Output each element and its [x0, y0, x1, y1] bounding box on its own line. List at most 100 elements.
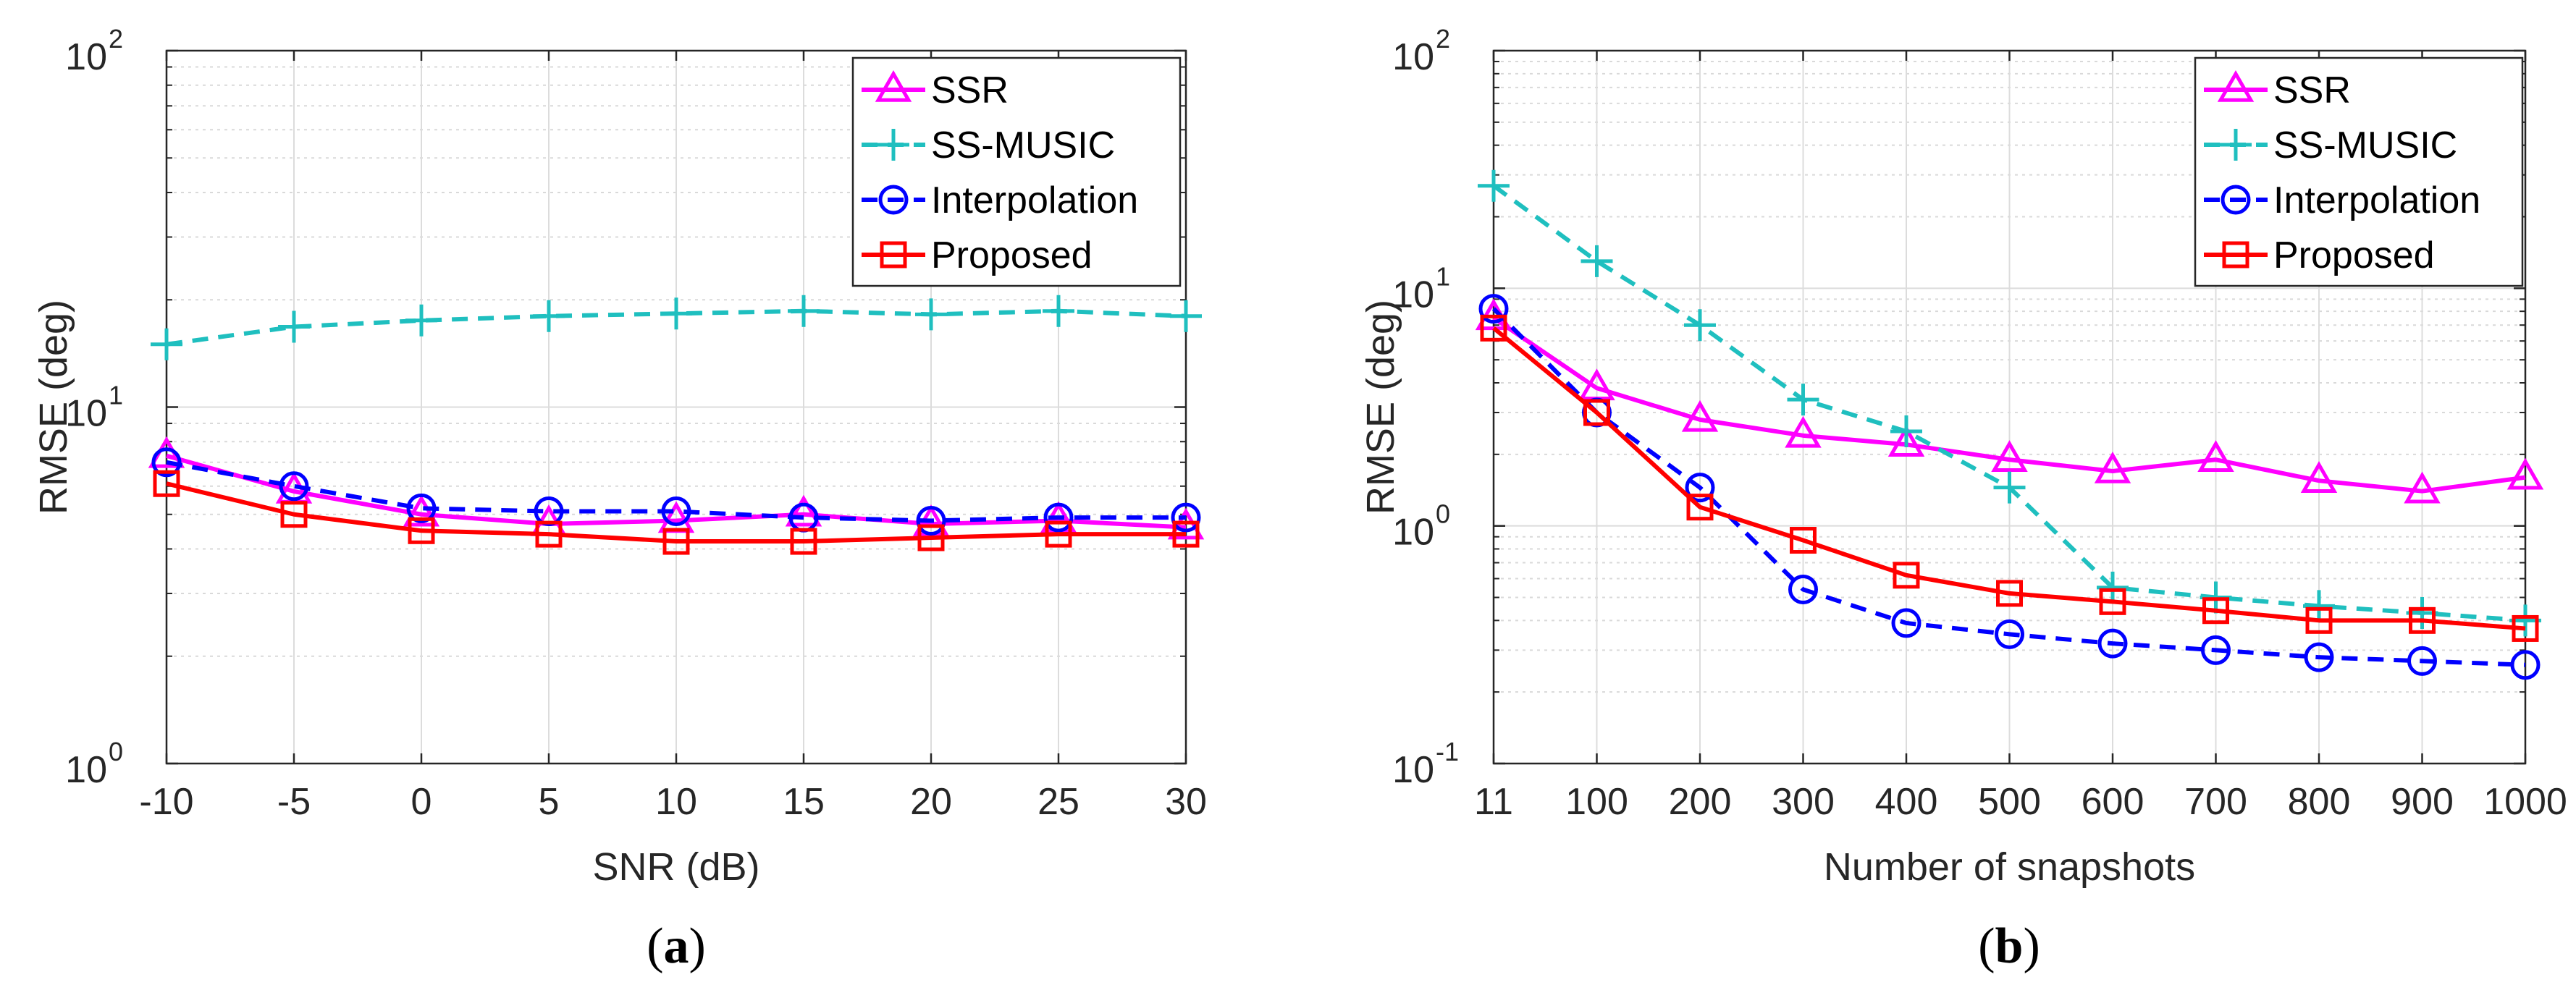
square-marker — [880, 241, 907, 268]
caption-close: ) — [689, 918, 706, 974]
x-tick-label: 15 — [783, 781, 825, 823]
plus-marker — [1684, 309, 1716, 342]
plus-marker — [533, 300, 565, 332]
square-marker — [2099, 588, 2126, 615]
triangle-marker — [1785, 415, 1822, 448]
plus-marker — [1787, 384, 1819, 416]
plus-marker — [1478, 169, 1510, 202]
triangle-marker — [2217, 69, 2255, 102]
plus-marker — [151, 328, 182, 360]
y-tick-exponent: 0 — [109, 737, 123, 766]
plus-marker — [278, 310, 310, 343]
legend: SSR SS-MUSIC Interpolation Proposed — [851, 56, 1182, 287]
circle-marker — [2201, 635, 2231, 665]
circle-marker — [1788, 575, 1818, 605]
square-marker — [2202, 597, 2229, 625]
triangle-marker — [2300, 461, 2338, 493]
square-marker — [2305, 606, 2333, 634]
series-line — [166, 481, 1186, 544]
square-marker — [790, 528, 817, 555]
square-marker — [1172, 520, 1200, 548]
series-proposed — [1480, 314, 2539, 642]
square-marker — [408, 517, 435, 544]
plus-marker — [2220, 129, 2252, 161]
y-tick-label: 10 — [1392, 749, 1434, 791]
y-tick-exponent: 1 — [1436, 261, 1450, 291]
square-marker — [535, 520, 563, 548]
legend-label: Proposed — [931, 234, 1093, 276]
legend-label: Proposed — [2273, 234, 2435, 276]
x-tick-label: 300 — [1772, 781, 1835, 823]
legend-label: SS-MUSIC — [2273, 124, 2457, 166]
x-tick-label: 600 — [2082, 781, 2144, 823]
x-tick-label: 11 — [1474, 781, 1513, 823]
triangle-marker — [1167, 507, 1205, 540]
circle-marker — [151, 447, 182, 478]
x-tick-label: 700 — [2184, 781, 2247, 823]
legend-label: SS-MUSIC — [931, 124, 1115, 166]
triangle-marker — [785, 494, 822, 527]
triangle-marker — [403, 494, 440, 527]
plus-marker — [405, 304, 437, 337]
y-tick-exponent: 2 — [1436, 24, 1450, 54]
triangle-marker — [1991, 440, 2028, 472]
square-marker — [1893, 562, 1920, 589]
caption-open: ( — [647, 918, 663, 974]
plus-marker — [1890, 415, 1922, 448]
caption-open: ( — [1978, 918, 1995, 974]
y-tick-exponent: 1 — [109, 381, 123, 410]
square-marker — [1583, 399, 1610, 426]
x-axis-label: Number of snapshots — [1824, 845, 2195, 889]
series-ss-music — [1478, 169, 2541, 637]
x-tick-label: 900 — [2391, 781, 2454, 823]
x-tick-label: -5 — [277, 781, 311, 823]
plus-marker — [660, 297, 692, 330]
x-tick-label: 400 — [1875, 781, 1938, 823]
square-marker — [662, 528, 690, 555]
series-ssr — [1475, 298, 2544, 504]
legend: SSR SS-MUSIC Interpolation Proposed — [2194, 56, 2524, 287]
square-marker — [1790, 527, 1817, 554]
x-tick-label: 1000 — [2483, 781, 2567, 823]
square-marker — [2409, 606, 2436, 634]
triangle-marker — [2094, 451, 2131, 483]
x-axis-label: SNR (dB) — [592, 845, 759, 889]
x-tick-label: 5 — [539, 781, 560, 823]
square-marker — [280, 501, 308, 528]
square-marker — [2222, 241, 2249, 268]
y-axis-label: RMSE (deg) — [32, 300, 75, 515]
x-tick-label: 500 — [1978, 781, 2041, 823]
circle-marker — [916, 505, 946, 536]
plus-marker — [788, 295, 820, 327]
legend-label: SSR — [2273, 69, 2351, 111]
circle-marker — [1891, 608, 1922, 638]
legend-label: SSR — [931, 69, 1009, 111]
circle-marker — [2097, 628, 2128, 659]
plus-marker — [877, 129, 909, 161]
y-tick-label: 10 — [1392, 512, 1434, 554]
x-tick-label: 20 — [910, 781, 952, 823]
series-line — [166, 453, 1187, 530]
legend-label: Interpolation — [931, 179, 1138, 221]
square-marker — [917, 524, 945, 551]
series-line — [1491, 307, 2526, 667]
triangle-marker — [2506, 457, 2544, 490]
caption-close: ) — [2023, 918, 2040, 974]
caption-letter: b — [1995, 918, 2024, 974]
circle-marker — [1043, 502, 1074, 533]
x-tick-label: 30 — [1165, 781, 1207, 823]
circle-marker — [2407, 646, 2437, 676]
y-tick-exponent: -1 — [1436, 737, 1459, 766]
y-tick-label: 10 — [1392, 274, 1434, 316]
y-tick-exponent: 2 — [109, 24, 123, 54]
plus-marker — [915, 298, 947, 331]
circle-marker — [1995, 619, 2024, 649]
square-marker — [1996, 580, 2023, 607]
x-tick-label: 25 — [1037, 781, 1079, 823]
series-proposed — [153, 470, 1200, 555]
y-tick-label: 10 — [1392, 36, 1434, 78]
triangle-marker — [2404, 471, 2441, 504]
